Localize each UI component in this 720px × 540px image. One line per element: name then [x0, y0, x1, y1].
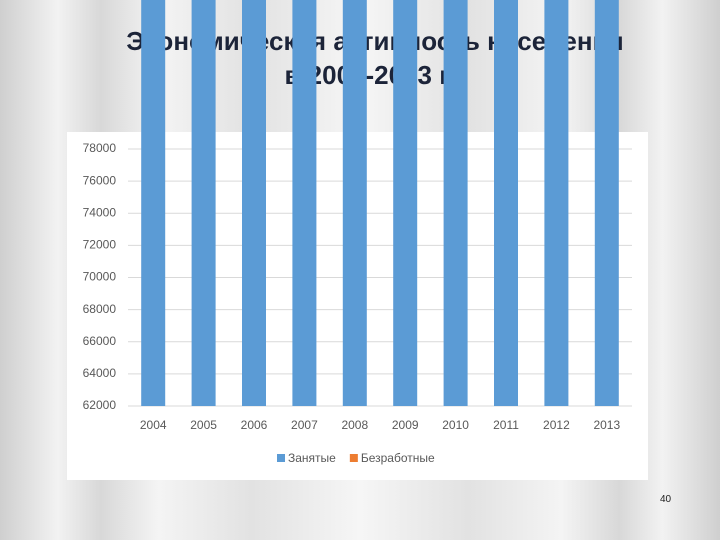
legend-swatch — [277, 454, 285, 462]
y-tick-label: 66000 — [83, 334, 117, 348]
y-tick-label: 70000 — [83, 270, 117, 284]
bar-segment — [393, 0, 418, 406]
legend-label: Безработные — [361, 451, 435, 465]
x-tick-label: 2010 — [442, 418, 469, 432]
legend-label: Занятые — [288, 451, 336, 465]
bar-segment — [191, 0, 216, 406]
x-tick-label: 2012 — [543, 418, 570, 432]
x-tick-label: 2004 — [140, 418, 167, 432]
bar-segment — [292, 0, 317, 407]
y-tick-label: 64000 — [83, 366, 117, 380]
x-tick-label: 2007 — [291, 418, 318, 432]
x-tick-label: 2008 — [341, 418, 368, 432]
bar-segment — [594, 0, 619, 406]
x-tick-label: 2006 — [241, 418, 268, 432]
y-tick-label: 68000 — [83, 302, 117, 316]
y-tick-label: 76000 — [83, 173, 117, 187]
bar-segment — [494, 0, 518, 406]
y-tick-label: 74000 — [83, 205, 117, 219]
y-tick-label: 62000 — [83, 398, 117, 412]
bar-segment — [242, 0, 266, 407]
x-tick-label: 2009 — [392, 418, 419, 432]
legend-swatch — [349, 454, 358, 462]
y-tick-label: 78000 — [83, 141, 117, 155]
bar-segment — [141, 0, 166, 406]
bar-segment — [342, 0, 367, 406]
x-tick-label: 2005 — [190, 418, 217, 432]
x-tick-label: 2011 — [493, 418, 519, 432]
bar-segment — [544, 0, 569, 406]
bar-segment — [443, 0, 468, 406]
page-number: 40 — [660, 494, 672, 505]
x-tick-label: 2013 — [593, 418, 620, 432]
y-tick-label: 72000 — [83, 238, 117, 252]
